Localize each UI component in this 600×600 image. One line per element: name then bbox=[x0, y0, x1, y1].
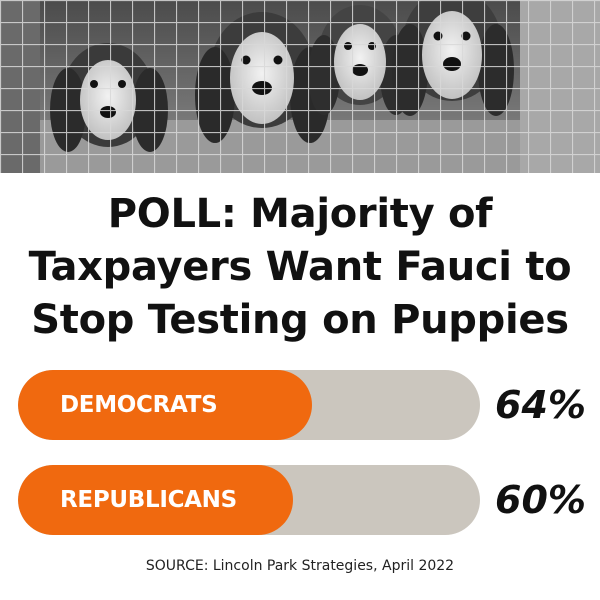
headline-line: POLL: Majority of bbox=[107, 191, 493, 237]
bar-track: REPUBLICANS bbox=[18, 465, 480, 535]
source-note: SOURCE: Lincoln Park Strategies, April 2… bbox=[145, 558, 455, 574]
bar-row-republicans: REPUBLICANS 60% bbox=[18, 465, 600, 535]
bar-track: DEMOCRATS bbox=[18, 370, 480, 440]
bar-value-label: 64% bbox=[495, 383, 586, 427]
bar-row-democrats: DEMOCRATS 64% bbox=[18, 370, 600, 440]
header-photo bbox=[0, 0, 600, 173]
cage-wire bbox=[0, 0, 600, 173]
headline-line: Stop Testing on Puppies bbox=[31, 297, 569, 343]
bar-label: DEMOCRATS bbox=[60, 392, 218, 418]
headline-line: Taxpayers Want Fauci to bbox=[28, 244, 572, 290]
bar-label: REPUBLICANS bbox=[60, 487, 237, 513]
bar-fill bbox=[18, 370, 312, 440]
bar-value-label: 60% bbox=[495, 478, 586, 522]
bar-fill bbox=[18, 465, 293, 535]
headline: POLL: Majority of Taxpayers Want Fauci t… bbox=[0, 188, 600, 347]
